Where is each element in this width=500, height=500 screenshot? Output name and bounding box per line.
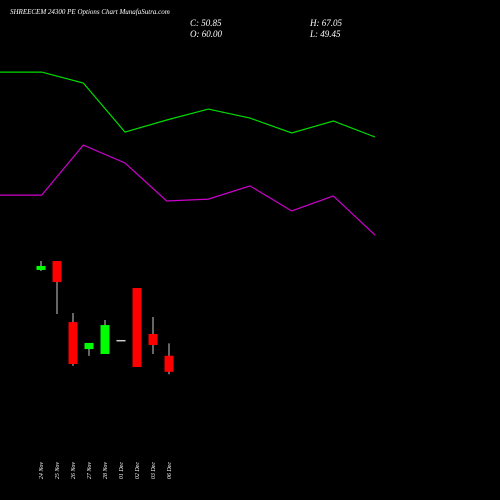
quote-close: C: 50.85	[190, 18, 222, 28]
x-tick-label: 26 Nov	[71, 462, 77, 480]
candle-body	[164, 355, 174, 372]
line-series	[0, 144, 376, 236]
candle-body	[116, 339, 126, 342]
quote-open: O: 60.00	[190, 29, 222, 39]
x-tick-label: 03 Dec	[151, 462, 157, 479]
quote-high: H: 67.05	[309, 18, 342, 28]
quote-low: L: 49.45	[309, 29, 341, 39]
x-tick-label: 01 Dec	[119, 462, 125, 479]
x-tick-label: 02 Dec	[135, 462, 141, 479]
x-tick-label: 25 Nov	[55, 462, 61, 480]
x-tick-label: 06 Dec	[167, 462, 173, 479]
x-tick-label: 27 Nov	[87, 462, 93, 480]
x-tick-label: 24 Nov	[38, 462, 45, 480]
candle-body	[36, 265, 46, 270]
chart-title: SHREECEM 24300 PE Options Chart MunafaSu…	[10, 8, 170, 16]
candle-body	[100, 325, 110, 354]
candle-body	[84, 342, 94, 350]
candle-body	[148, 333, 158, 346]
candle-body	[132, 288, 142, 367]
candle-body	[52, 261, 62, 283]
line-series	[0, 71, 376, 138]
x-tick-label: 28 Nov	[103, 462, 109, 480]
candle-body	[68, 322, 78, 364]
